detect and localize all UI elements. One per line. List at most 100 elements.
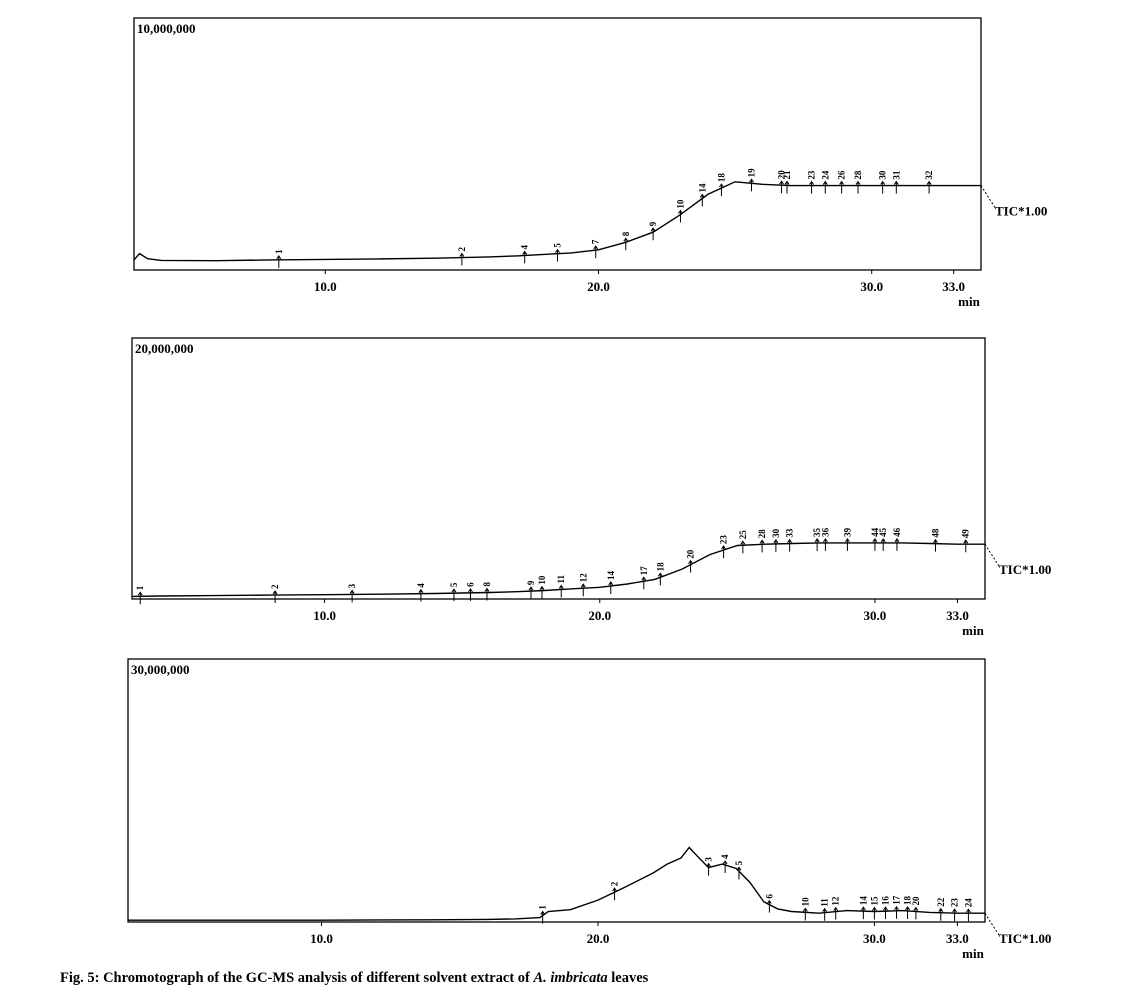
peak-label: 12 [831,896,841,906]
peak-marker [802,907,808,921]
peak-marker [623,237,629,251]
caption-species: A. imbricata [533,970,608,986]
x-tick-label: 10.0 [310,931,333,946]
x-tick-label: 33.0 [946,931,969,946]
x-tick-label: 30.0 [860,279,883,294]
peak-label: 8 [482,582,492,587]
x-tick-label: 33.0 [946,608,969,623]
peak-label: 9 [526,580,536,585]
peak-marker [641,576,647,590]
x-tick-label: 30.0 [864,608,887,623]
peak-marker [894,905,899,919]
peak-label: 14 [606,570,616,580]
peak-marker [926,180,932,194]
figure-caption: Fig. 5: Chromotograph of the GC-MS analy… [60,970,648,987]
peak-marker [872,537,878,551]
peak-marker [894,537,900,551]
caption-prefix: Fig. 5: Chromotograph of the GC-MS analy… [60,970,534,986]
peak-label: 39 [842,527,852,537]
plot-frame [131,337,986,600]
tic-trace [131,542,985,598]
peak-label: 11 [556,574,566,583]
peak-label: 5 [449,582,459,587]
plot-frame [127,658,986,923]
peak-label: 2 [270,584,280,589]
peak-label: 17 [639,566,649,576]
peak-marker [784,180,790,194]
peak-marker [484,587,490,601]
y-max-label: 30,000,000 [131,662,190,677]
peak-label: 26 [837,170,847,180]
peak-marker [893,180,899,194]
peak-label: 10 [800,897,810,907]
peak-marker [779,180,784,194]
peak-label: 18 [655,562,665,572]
peak-label: 14 [697,183,707,193]
peak-label: 7 [591,239,601,244]
x-unit-label: min [962,623,984,638]
peak-label: 19 [746,168,756,178]
peak-marker [688,559,693,573]
peak-label: 4 [416,583,426,588]
peak-label: 23 [950,898,960,908]
peak-marker [276,254,282,268]
peak-label: 28 [853,170,863,180]
peak-marker [272,590,278,604]
peak-marker [938,907,944,921]
peak-label: 36 [820,527,830,537]
peak-label: 20 [686,549,696,559]
peak-marker [612,887,617,901]
peak-label: 20 [911,896,921,906]
peak-marker [528,586,534,600]
peak-marker [721,545,727,559]
peak-marker [773,539,779,552]
peak-marker [608,581,614,594]
peak-label: 16 [880,896,890,906]
peak-marker [459,252,465,266]
peak-marker [580,583,586,597]
peak-marker [855,180,861,194]
trace-leader [984,543,1000,567]
peak-label: 11 [820,898,830,907]
plot-frame [133,17,982,271]
peak-label: 22 [936,897,946,907]
x-unit-label: min [958,294,980,309]
peak-marker [872,906,877,920]
peak-label: 15 [869,896,879,906]
y-max-label: 20,000,000 [135,341,194,356]
peak-marker [706,862,711,876]
peak-label: 4 [520,244,530,249]
caption-suffix: leaves [607,970,649,986]
peak-label: 24 [820,170,830,180]
peak-label: 2 [457,247,467,252]
peak-label: 46 [892,527,902,537]
peak-label: 30 [878,170,888,180]
peak-marker [839,180,845,194]
peak-marker [963,539,969,553]
peak-label: 6 [465,582,475,587]
x-tick-label: 10.0 [314,279,337,294]
peak-marker [952,908,958,922]
peak-label: 1 [274,249,284,254]
trace-leader [980,185,996,208]
peak-marker [719,183,724,197]
peak-marker [913,906,919,920]
peak-marker [740,540,746,554]
peak-marker [883,906,888,920]
peak-marker [137,591,143,605]
peak-label: 2 [610,881,620,886]
peak-marker [814,538,820,551]
peak-label: 10 [675,199,685,209]
peak-marker [860,906,866,920]
peak-marker [766,899,772,913]
peak-label: 1 [135,585,145,590]
peak-label: 10 [537,575,547,585]
peak-marker [699,193,705,207]
peak-label: 17 [892,895,902,905]
peak-marker [349,589,355,603]
peak-marker [678,209,683,223]
peak-label: 30 [771,528,781,538]
tic-trace [128,846,985,921]
